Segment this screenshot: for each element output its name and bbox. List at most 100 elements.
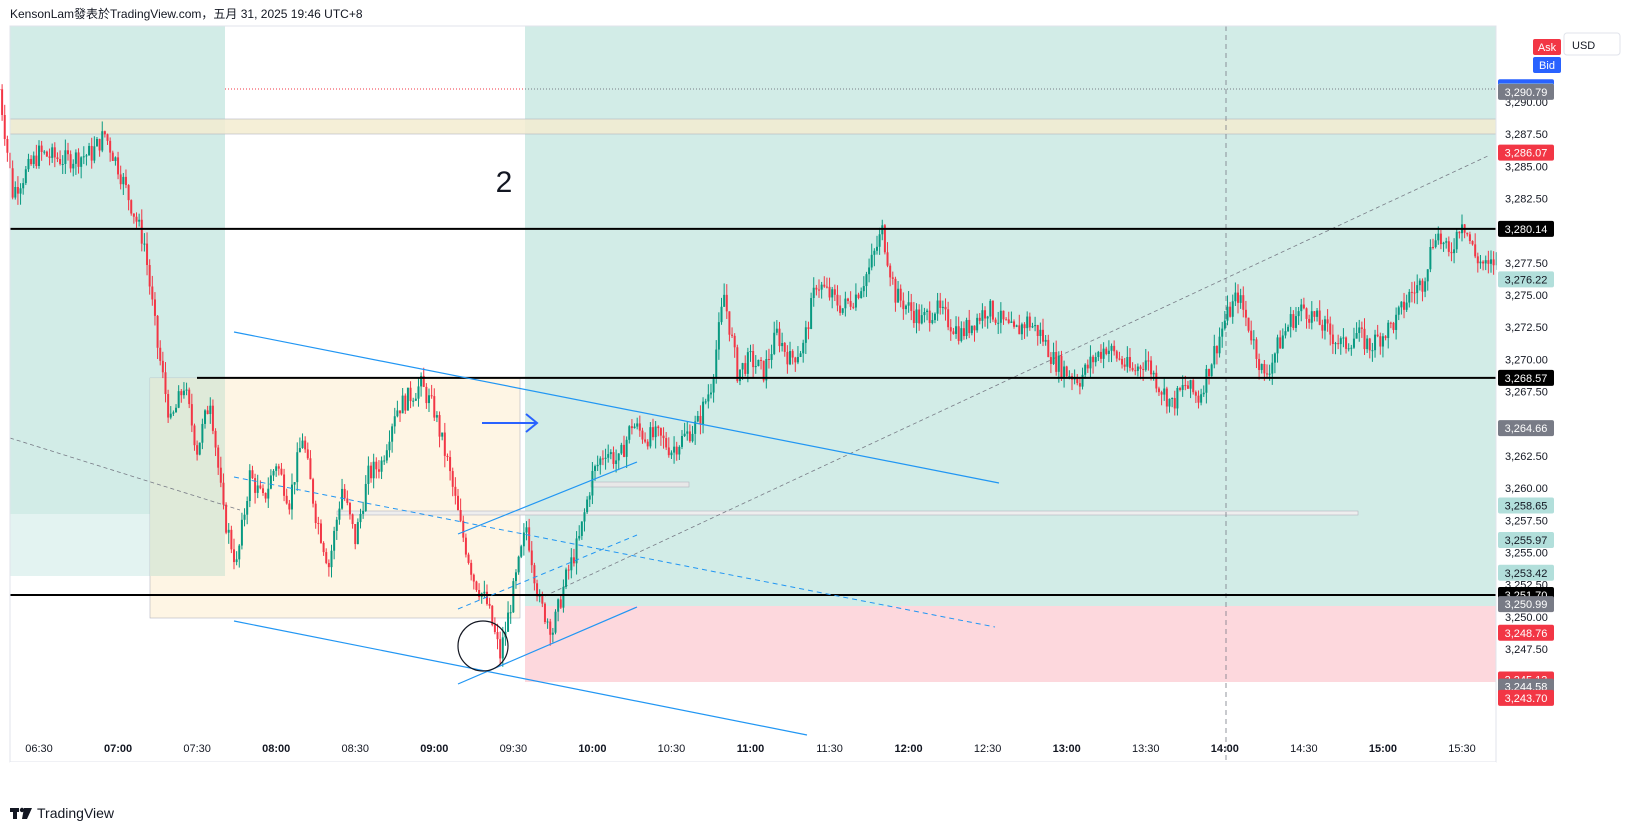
candle-body — [204, 410, 207, 424]
candle-body — [1432, 246, 1435, 248]
currency-box[interactable]: USD — [1563, 32, 1621, 56]
candle-body — [807, 327, 810, 329]
candle-body — [562, 586, 565, 608]
candle-body — [1289, 314, 1292, 327]
candle-body — [507, 612, 510, 632]
candle-body — [596, 464, 599, 467]
candle-body — [1265, 373, 1268, 375]
candle-body — [1005, 319, 1008, 321]
candle-body — [375, 461, 378, 470]
candle-body — [114, 157, 117, 161]
candle-body — [370, 465, 373, 479]
candle-body — [783, 342, 786, 352]
price-tick-label: 3,275.00 — [1505, 290, 1548, 302]
candle-body — [757, 359, 760, 367]
candle-body — [14, 186, 17, 198]
candle-body — [82, 156, 85, 158]
price-label-text: 3,255.97 — [1505, 535, 1548, 547]
candle-body — [95, 138, 98, 147]
candle-body — [960, 328, 963, 341]
candle-body — [1484, 260, 1487, 264]
candle-body — [1007, 319, 1010, 323]
candle-body — [754, 366, 757, 368]
candle-body — [1020, 324, 1023, 335]
candle-body — [862, 286, 865, 292]
candle-body — [986, 316, 989, 319]
candle-body — [1458, 231, 1461, 234]
candle-body — [1453, 249, 1456, 254]
candle-body — [670, 452, 673, 456]
candle-body — [59, 159, 62, 165]
candle-body — [1434, 240, 1437, 248]
time-tick-label: 08:30 — [341, 743, 369, 755]
candle-body — [936, 300, 939, 314]
candle-body — [48, 156, 51, 158]
candle-body — [396, 410, 399, 417]
time-axis[interactable]: 06:30 07:00 07:30 08:00 08:30 09:00 09:30 10:00… — [10, 743, 1496, 792]
time-tick-label: 09:30 — [500, 743, 528, 755]
candle-body — [478, 590, 481, 597]
candle-body — [1165, 388, 1168, 407]
candle-body — [175, 407, 178, 413]
candle-body — [153, 299, 156, 316]
candle-body — [1337, 343, 1340, 345]
candle-body — [359, 513, 362, 523]
candle-body — [625, 439, 628, 457]
candle-body — [818, 289, 821, 291]
green-zone-right — [525, 26, 1496, 606]
candle-body — [860, 291, 863, 298]
price-axis[interactable]: 3,247.503,250.003,252.503,255.003,257.50… — [1497, 26, 1555, 762]
candle-body — [720, 306, 723, 323]
candle-body — [717, 322, 720, 350]
candle-body — [159, 347, 162, 361]
candle-body — [825, 286, 828, 288]
candle-body — [947, 309, 950, 328]
candle-body — [190, 404, 193, 426]
candle-body — [1468, 234, 1471, 242]
candle-body — [997, 322, 1000, 324]
candle-body — [240, 519, 243, 546]
candle-body — [164, 372, 167, 395]
footer-brand[interactable]: TradingView — [10, 803, 114, 823]
candle-body — [968, 319, 971, 334]
candle-body — [520, 546, 523, 557]
candle-body — [1250, 330, 1253, 341]
candle-body — [865, 274, 868, 287]
price-label-text: 3,250.99 — [1505, 599, 1548, 611]
candle-body — [267, 488, 270, 499]
candle-body — [870, 254, 873, 268]
candle-body — [654, 426, 657, 438]
candle-body — [1186, 385, 1189, 389]
candle-body — [1347, 348, 1350, 350]
candle-body — [831, 289, 834, 298]
candle-body — [673, 446, 676, 453]
candle-body — [984, 310, 987, 319]
candle-body — [362, 510, 365, 514]
candle-body — [1063, 366, 1066, 378]
candle-body — [738, 369, 741, 382]
candle-body — [182, 390, 185, 396]
candle-body — [1221, 328, 1224, 337]
candle-body — [1047, 339, 1050, 358]
candle-body — [628, 426, 631, 440]
price-label-text: 3,253.42 — [1505, 568, 1548, 580]
candle-body — [912, 310, 915, 324]
candle-body — [517, 556, 520, 573]
candle-body — [799, 353, 802, 357]
candle-body — [98, 138, 101, 151]
candle-body — [106, 134, 109, 141]
candle-body — [665, 438, 668, 448]
candle-body — [225, 504, 228, 533]
candle-body — [301, 440, 304, 449]
time-tick-label: 12:00 — [895, 743, 923, 755]
price-chart[interactable]: 2 3,247.503,250.003,252.503,255.003,257.… — [0, 0, 1634, 800]
candle-body — [512, 581, 515, 613]
candle-body — [989, 300, 992, 317]
candle-body — [1028, 316, 1031, 328]
candle-body — [325, 552, 328, 564]
candle-body — [1155, 372, 1158, 389]
candle-body — [40, 145, 43, 153]
time-tick-label: 14:30 — [1290, 743, 1318, 755]
candle-body — [873, 250, 876, 255]
candle-body — [646, 441, 649, 447]
